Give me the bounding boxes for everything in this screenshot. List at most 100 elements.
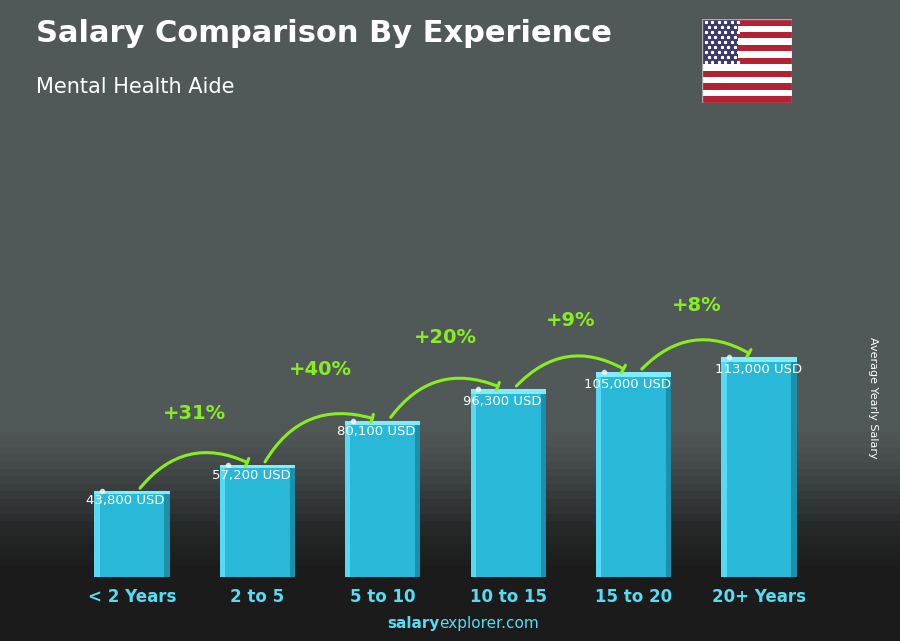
Bar: [0, 631, 900, 637]
Bar: [0, 574, 900, 641]
Bar: [0, 629, 900, 636]
Bar: [0, 629, 900, 635]
Bar: [0, 631, 900, 637]
Bar: [0, 632, 900, 638]
Bar: [722, 356, 796, 362]
Bar: [0, 631, 900, 638]
Bar: [0, 631, 900, 637]
Bar: [702, 96, 792, 103]
Bar: [702, 58, 792, 64]
Text: Salary Comparison By Experience: Salary Comparison By Experience: [36, 19, 612, 48]
Bar: [702, 38, 792, 45]
Bar: [0, 454, 900, 641]
Bar: [0, 634, 900, 640]
Bar: [165, 492, 169, 577]
Bar: [0, 631, 900, 638]
Bar: [0, 631, 900, 637]
Bar: [0, 447, 900, 641]
Bar: [722, 356, 796, 577]
Bar: [0, 628, 900, 635]
Bar: [0, 631, 900, 638]
Bar: [0, 629, 900, 635]
Bar: [702, 26, 792, 32]
Bar: [596, 372, 671, 577]
Bar: [0, 628, 900, 635]
Bar: [0, 635, 900, 641]
Bar: [0, 633, 900, 640]
Bar: [0, 629, 900, 636]
Text: +40%: +40%: [289, 360, 352, 379]
Bar: [0, 629, 900, 635]
Bar: [0, 469, 900, 641]
Bar: [0, 635, 900, 641]
Bar: [0, 634, 900, 640]
Bar: [0, 633, 900, 641]
Bar: [0, 629, 900, 636]
Bar: [0, 604, 900, 641]
Bar: [702, 19, 738, 64]
Bar: [94, 492, 100, 577]
Bar: [0, 632, 900, 638]
Bar: [471, 389, 545, 394]
Bar: [220, 465, 295, 577]
Bar: [0, 629, 900, 636]
Bar: [0, 630, 900, 637]
Bar: [0, 633, 900, 639]
Bar: [0, 629, 900, 636]
Text: Average Yearly Salary: Average Yearly Salary: [868, 337, 878, 458]
Bar: [0, 626, 900, 641]
Bar: [0, 635, 900, 641]
Bar: [0, 619, 900, 641]
Bar: [0, 629, 900, 636]
Bar: [415, 420, 420, 577]
Bar: [702, 64, 792, 71]
Bar: [0, 631, 900, 637]
Bar: [0, 634, 900, 640]
Bar: [0, 630, 900, 637]
Bar: [0, 632, 900, 638]
Bar: [0, 566, 900, 641]
Bar: [0, 629, 900, 636]
Bar: [0, 631, 900, 637]
Bar: [596, 372, 671, 378]
Bar: [0, 588, 900, 641]
Bar: [0, 632, 900, 638]
Bar: [94, 492, 169, 494]
Bar: [0, 634, 900, 640]
Bar: [0, 635, 900, 641]
Bar: [0, 634, 900, 640]
Bar: [0, 611, 900, 641]
Bar: [0, 631, 900, 638]
Bar: [0, 628, 900, 635]
Bar: [596, 372, 601, 577]
Bar: [0, 634, 900, 640]
Bar: [0, 631, 900, 637]
Text: 113,000 USD: 113,000 USD: [716, 363, 803, 376]
Text: Mental Health Aide: Mental Health Aide: [36, 77, 235, 97]
Bar: [0, 630, 900, 637]
Text: 43,800 USD: 43,800 USD: [86, 494, 165, 507]
Bar: [0, 629, 900, 635]
Text: 80,100 USD: 80,100 USD: [338, 426, 416, 438]
Bar: [0, 633, 900, 639]
Bar: [0, 431, 900, 641]
Bar: [702, 77, 792, 83]
Bar: [220, 465, 225, 577]
Bar: [0, 529, 900, 641]
Bar: [791, 356, 796, 577]
Bar: [346, 420, 420, 424]
Bar: [0, 581, 900, 641]
Bar: [666, 372, 671, 577]
Bar: [346, 420, 350, 577]
Bar: [0, 551, 900, 641]
Bar: [0, 633, 900, 640]
Bar: [0, 630, 900, 637]
Bar: [702, 83, 792, 90]
Bar: [0, 632, 900, 638]
Bar: [0, 632, 900, 638]
Bar: [0, 632, 900, 638]
Bar: [702, 45, 792, 51]
Bar: [0, 629, 900, 636]
Bar: [0, 596, 900, 641]
Bar: [0, 633, 900, 640]
